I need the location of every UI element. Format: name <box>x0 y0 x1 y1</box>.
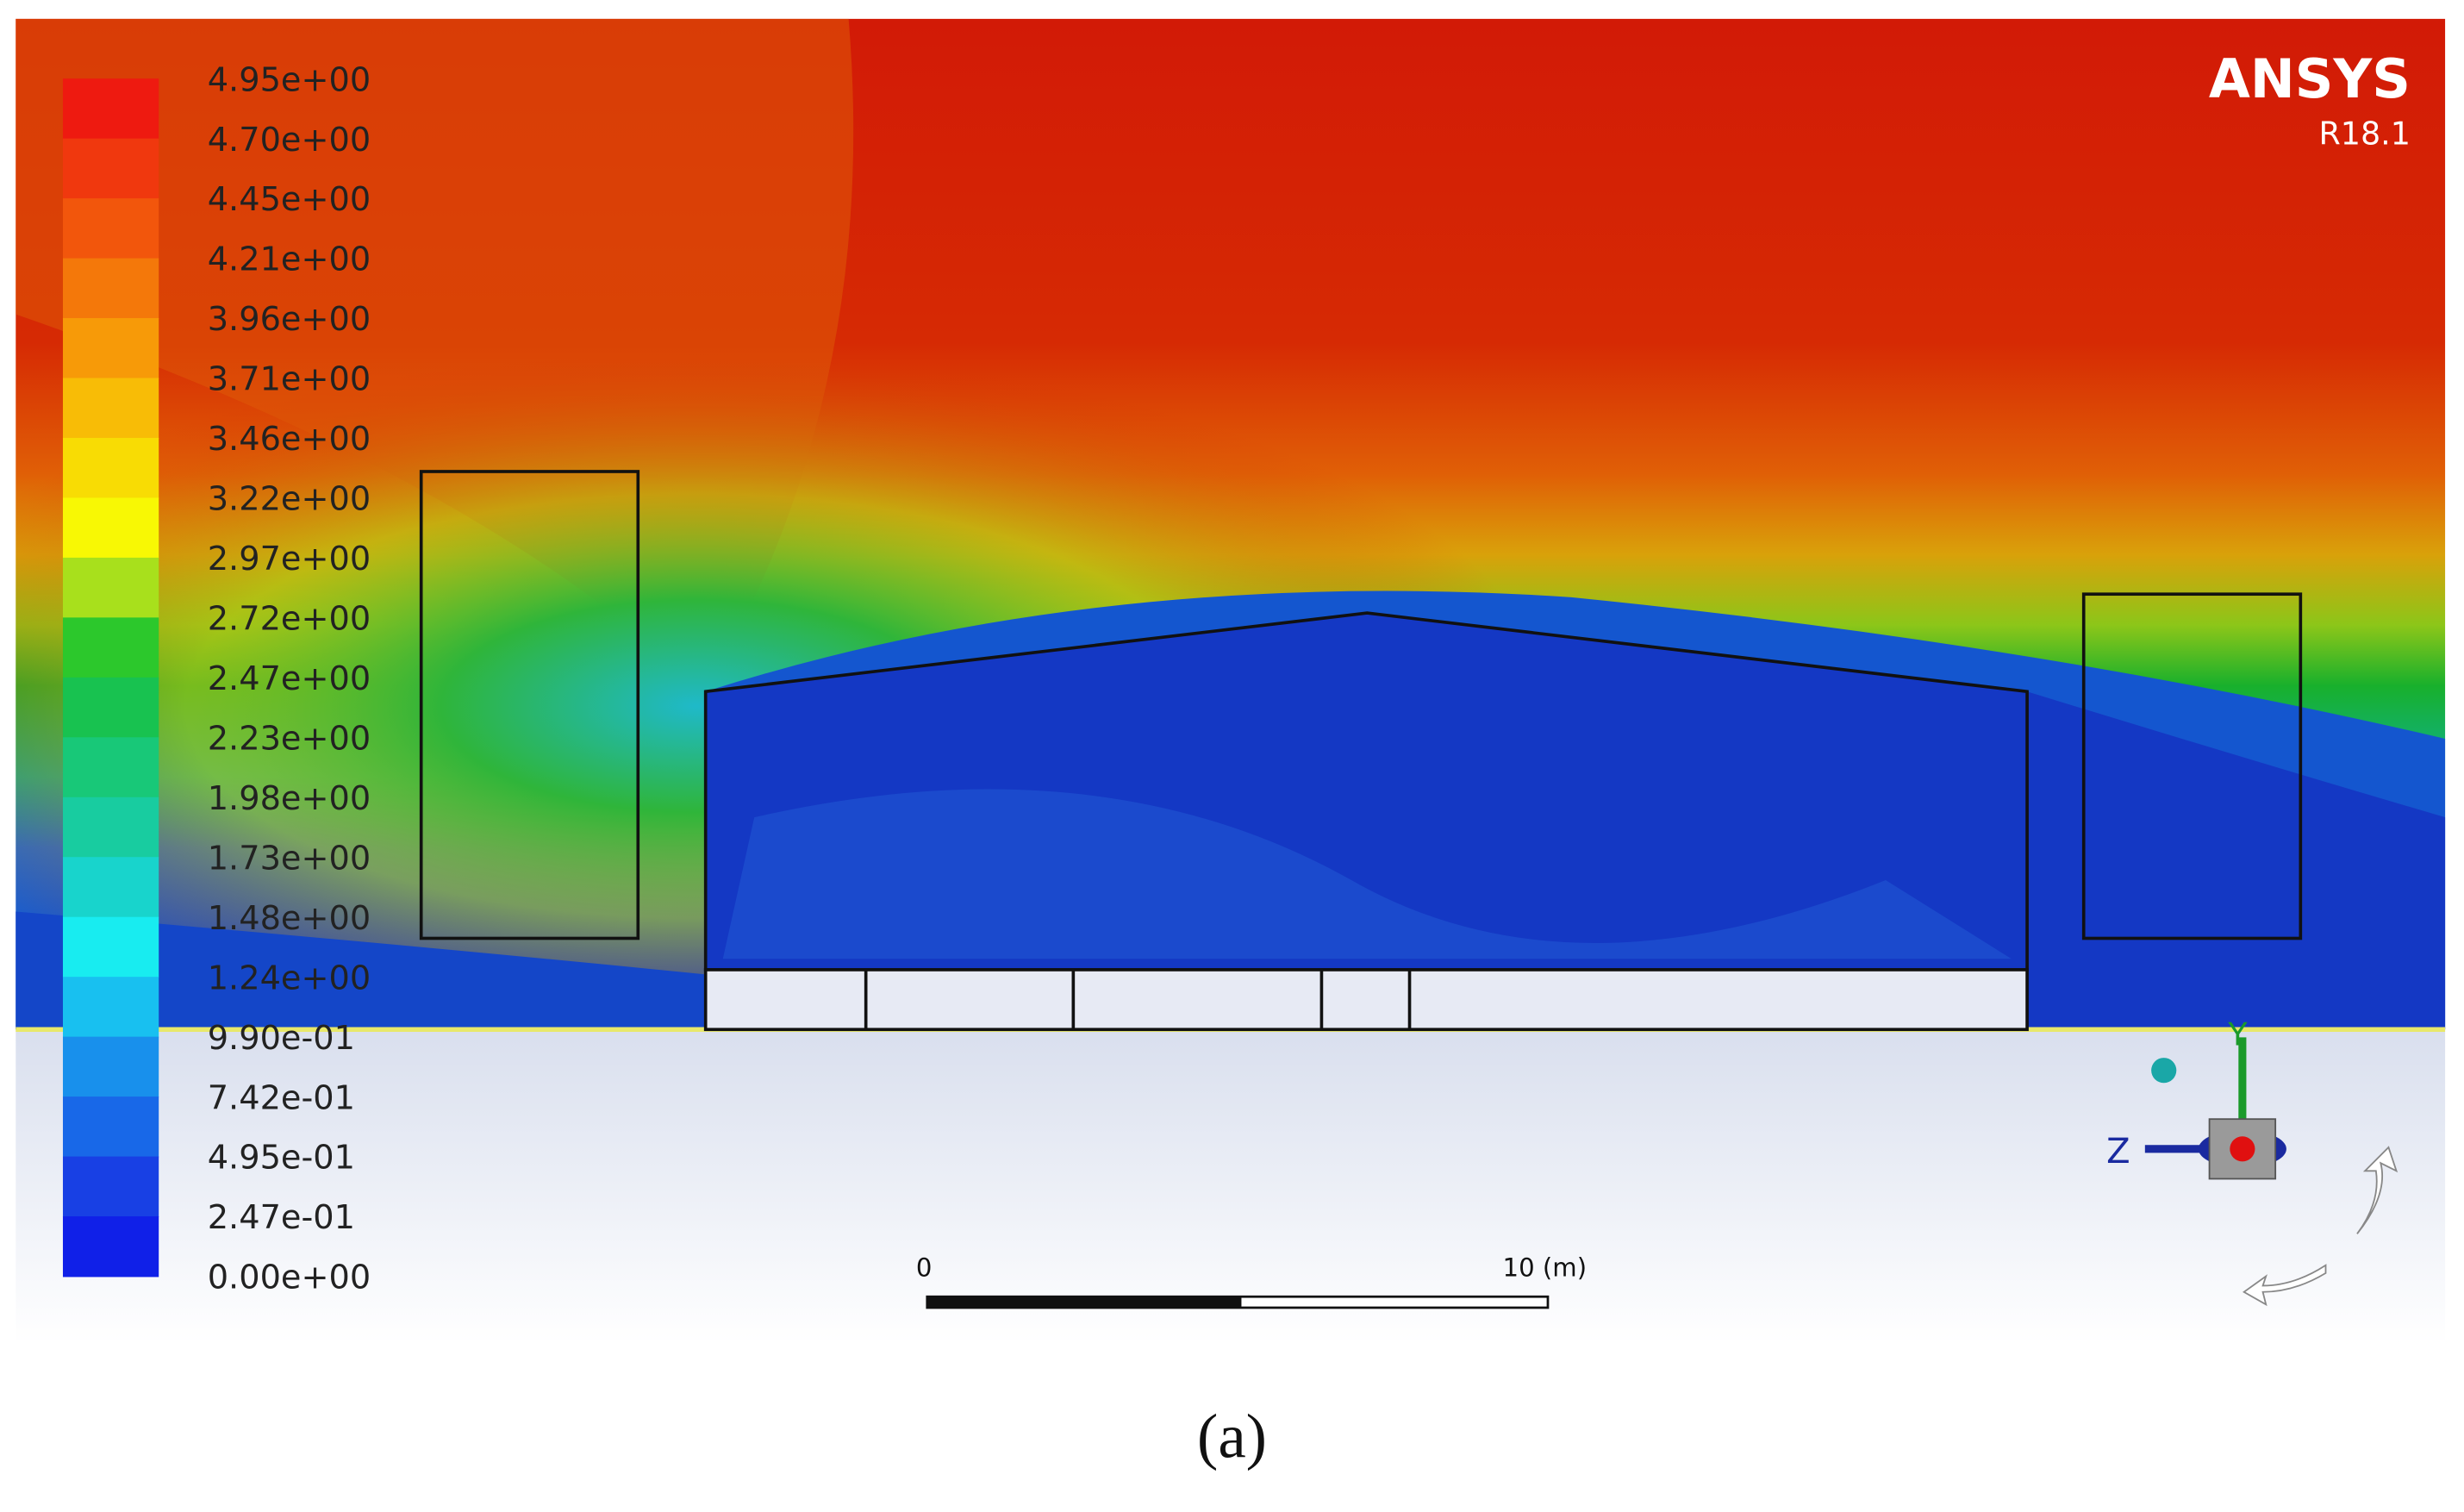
logo-brand: ANSYS <box>2209 47 2411 110</box>
axis-triad: Y Z <box>2106 1015 2399 1307</box>
legend-label: 1.73e+00 <box>208 839 371 878</box>
logo-version: R18.1 <box>2318 116 2411 153</box>
triad-ball <box>2151 1058 2177 1084</box>
ground <box>16 1029 2446 1344</box>
legend-label: 3.71e+00 <box>208 360 371 399</box>
legend-swatch <box>62 1036 159 1098</box>
legend-swatch <box>62 78 159 140</box>
legend-label: 2.72e+00 <box>208 600 371 639</box>
legend-label: 0.00e+00 <box>208 1259 371 1297</box>
legend-label: 4.21e+00 <box>208 241 371 279</box>
legend-swatch <box>62 1216 159 1278</box>
legend-label: 1.48e+00 <box>208 899 371 938</box>
building-base <box>703 968 2029 1032</box>
legend-label: 9.90e-01 <box>208 1019 355 1058</box>
legend-swatch <box>62 1097 159 1158</box>
legend-label: 1.98e+00 <box>208 779 371 818</box>
ground-flow <box>16 911 706 1030</box>
wake-core <box>2027 691 2446 1030</box>
tree-box-left <box>419 470 640 940</box>
legend-label: 3.22e+00 <box>208 480 371 519</box>
legend-label: 3.96e+00 <box>208 300 371 339</box>
legend-swatch <box>62 138 159 200</box>
legend-label: 2.47e+00 <box>208 659 371 698</box>
legend-swatch <box>62 617 159 678</box>
caption: (a) <box>1197 1402 1267 1471</box>
legend-label: 4.45e+00 <box>208 180 371 219</box>
legend-swatch <box>62 737 159 798</box>
legend-label: 7.42e-01 <box>208 1078 355 1117</box>
legend-label: 3.46e+00 <box>208 420 371 459</box>
y-axis-label: Y <box>2227 1015 2248 1053</box>
legend-swatch <box>62 797 159 859</box>
legend-swatch <box>62 1156 159 1217</box>
scale-start: 0 <box>916 1253 933 1283</box>
legend-swatch <box>62 916 159 978</box>
legend-swatch <box>62 497 159 559</box>
legend-swatch <box>62 258 159 319</box>
legend-label: 1.24e+00 <box>208 959 371 997</box>
legend-swatch <box>62 378 159 439</box>
scale-bar: 0 10 (m) <box>916 1253 1588 1309</box>
tree-box-right <box>2081 592 2303 940</box>
z-axis-label: Z <box>2106 1132 2130 1171</box>
scale-end: 10 (m) <box>1503 1253 1588 1283</box>
legend-swatch <box>62 557 159 619</box>
legend-label: 4.70e+00 <box>208 121 371 159</box>
x-axis-dot <box>2230 1136 2255 1162</box>
legend-label: 4.95e-01 <box>208 1139 355 1178</box>
base-slab <box>703 968 2029 1032</box>
rotate-icon <box>2243 1264 2327 1307</box>
legend-swatch <box>62 437 159 499</box>
legend-swatch <box>62 677 159 739</box>
legend-swatch <box>62 318 159 379</box>
legend-label: 4.95e+00 <box>208 60 371 99</box>
rotate-icon <box>2356 1146 2399 1234</box>
legend-label: 2.97e+00 <box>208 540 371 578</box>
legend-swatch <box>62 977 159 1038</box>
scale-bar-fill <box>926 1296 1242 1308</box>
color-legend: 4.95e+00 4.70e+00 4.45e+00 4.21e+00 3.96e+00… <box>62 60 371 1297</box>
legend-label: 2.23e+00 <box>208 719 371 758</box>
legend-swatch <box>62 857 159 918</box>
legend-label: 2.47e-01 <box>208 1198 355 1237</box>
legend-swatch <box>62 198 159 259</box>
building-inner-flow <box>722 789 2012 959</box>
